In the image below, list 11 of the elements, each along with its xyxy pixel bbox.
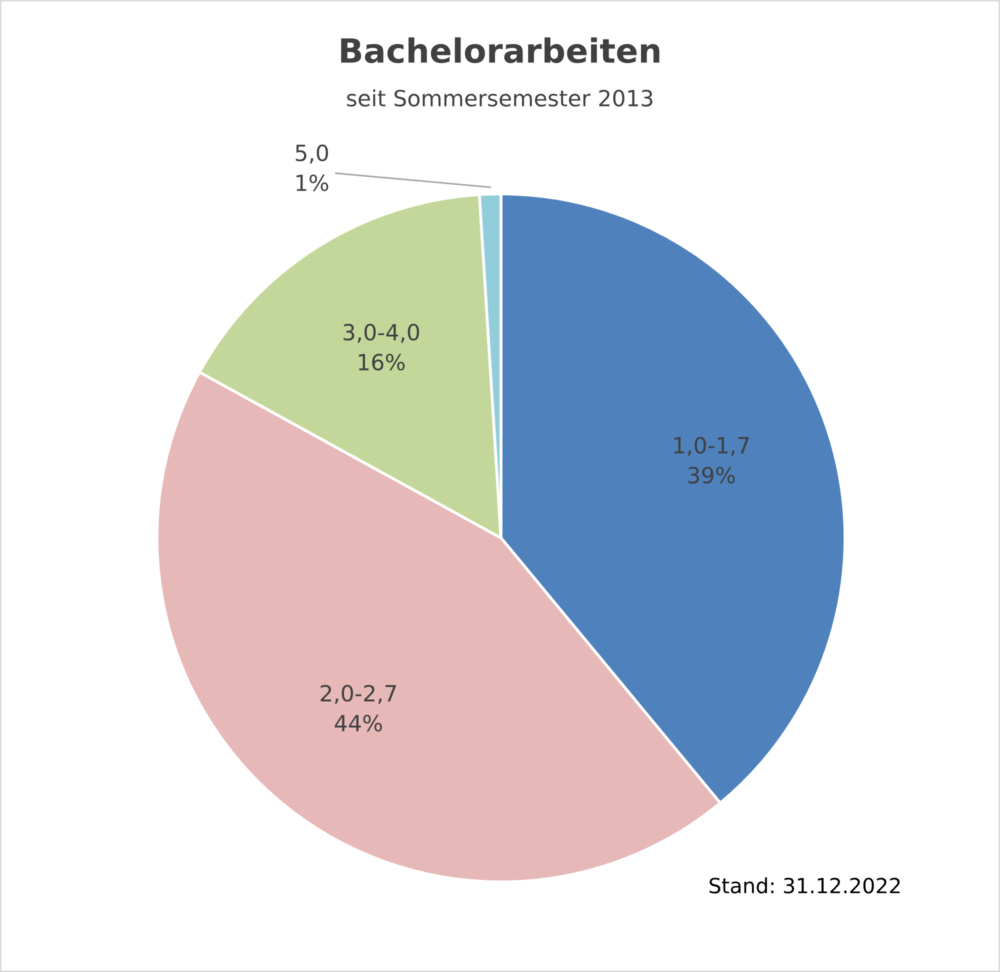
chart-title: Bachelorarbeiten bbox=[341, 37, 660, 64]
data-label: 1% bbox=[296, 174, 328, 192]
data-label: 16% bbox=[358, 354, 405, 371]
text: Stand: 31.12.2022 bbox=[710, 877, 900, 894]
slice-label: 2,0-2,7 bbox=[320, 684, 396, 704]
slice-label: 3,0-4,0 bbox=[344, 324, 420, 343]
slice-label: 1,0-1,7 bbox=[674, 436, 749, 456]
slice-label: 5,0 bbox=[296, 144, 328, 164]
chart-subtitle: seit Sommersemester 2013 bbox=[347, 89, 652, 107]
data-label: 39% bbox=[688, 466, 735, 484]
data-label: 44% bbox=[334, 714, 382, 732]
